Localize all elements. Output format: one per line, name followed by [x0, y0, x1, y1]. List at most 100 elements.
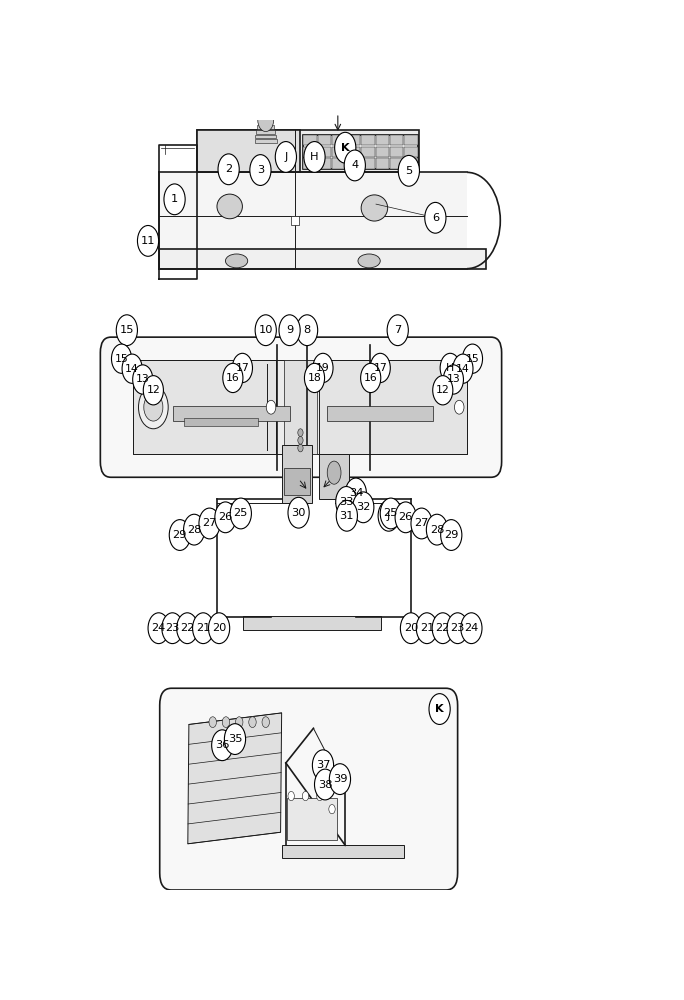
Bar [256, 130, 275, 134]
Text: 19: 19 [316, 363, 330, 373]
Text: 11: 11 [141, 236, 155, 246]
Text: 3: 3 [256, 165, 264, 175]
Bar [332, 135, 345, 145]
Circle shape [250, 155, 271, 185]
Bar [303, 135, 419, 169]
Circle shape [440, 520, 462, 550]
Circle shape [417, 613, 438, 644]
Circle shape [344, 150, 365, 181]
Text: 30: 30 [291, 508, 306, 518]
Text: 17: 17 [235, 363, 249, 373]
Text: 26: 26 [399, 512, 413, 522]
Text: K: K [341, 143, 350, 153]
Text: 16: 16 [226, 373, 240, 383]
Text: 21: 21 [196, 623, 211, 633]
Bar [285, 360, 317, 454]
Circle shape [233, 353, 252, 383]
Bar [347, 147, 360, 157]
Bar [319, 360, 467, 454]
Bar [390, 147, 404, 157]
Circle shape [336, 487, 357, 517]
Circle shape [440, 353, 460, 383]
Text: 2: 2 [225, 164, 232, 174]
Circle shape [183, 514, 205, 545]
Circle shape [461, 613, 482, 644]
Circle shape [304, 363, 325, 393]
Text: H: H [310, 152, 319, 162]
Text: 24: 24 [152, 623, 166, 633]
Circle shape [360, 363, 381, 393]
Text: 5: 5 [405, 166, 412, 176]
Text: 8: 8 [304, 325, 311, 335]
Text: 15: 15 [466, 354, 479, 364]
Circle shape [426, 514, 447, 545]
Circle shape [211, 730, 233, 761]
Circle shape [111, 344, 131, 373]
Bar [133, 360, 467, 454]
Text: 35: 35 [228, 734, 242, 744]
Bar [332, 147, 345, 157]
Circle shape [138, 386, 168, 429]
Bar [390, 135, 404, 145]
Text: 28: 28 [430, 525, 444, 535]
Circle shape [313, 353, 333, 383]
Text: 14: 14 [456, 364, 470, 374]
Circle shape [425, 202, 446, 233]
Bar [376, 135, 389, 145]
Circle shape [334, 132, 356, 163]
Circle shape [231, 498, 252, 529]
Text: J: J [284, 152, 287, 162]
Circle shape [288, 791, 294, 801]
FancyBboxPatch shape [159, 172, 467, 269]
Circle shape [453, 354, 473, 383]
Text: J: J [387, 511, 391, 521]
Circle shape [329, 805, 335, 814]
Bar [282, 445, 313, 503]
Text: H: H [446, 363, 454, 373]
Circle shape [353, 492, 374, 523]
Text: 38: 38 [318, 780, 332, 790]
Ellipse shape [217, 194, 242, 219]
Text: 20: 20 [212, 623, 226, 633]
Text: 29: 29 [444, 530, 458, 540]
Text: 22: 22 [436, 623, 450, 633]
Circle shape [302, 791, 308, 801]
Circle shape [122, 354, 142, 383]
Circle shape [296, 315, 317, 346]
Bar [347, 135, 360, 145]
Circle shape [345, 478, 367, 509]
Text: 13: 13 [136, 374, 150, 384]
Bar [404, 158, 418, 169]
Circle shape [209, 717, 216, 728]
Bar [197, 130, 419, 172]
Circle shape [215, 502, 236, 533]
Circle shape [462, 344, 482, 373]
Circle shape [279, 315, 300, 346]
Circle shape [313, 750, 334, 781]
Circle shape [432, 613, 453, 644]
Text: 23: 23 [166, 623, 180, 633]
Text: 29: 29 [172, 530, 187, 540]
Ellipse shape [226, 254, 248, 268]
Bar [291, 216, 299, 225]
Polygon shape [188, 713, 282, 844]
Circle shape [315, 769, 336, 800]
Text: 36: 36 [215, 740, 229, 750]
Circle shape [116, 315, 137, 346]
Circle shape [454, 400, 464, 414]
Text: 14: 14 [125, 364, 139, 374]
Text: 18: 18 [308, 373, 321, 383]
Text: 26: 26 [218, 512, 233, 522]
Bar [197, 130, 300, 172]
Ellipse shape [358, 254, 380, 268]
Circle shape [411, 508, 432, 539]
Circle shape [288, 497, 309, 528]
Text: K: K [435, 704, 444, 714]
Bar [255, 135, 276, 138]
Bar [159, 249, 486, 269]
Circle shape [249, 717, 256, 728]
Circle shape [298, 436, 303, 444]
Text: 15: 15 [115, 354, 129, 364]
Text: 24: 24 [464, 623, 479, 633]
Text: 39: 39 [332, 774, 347, 784]
